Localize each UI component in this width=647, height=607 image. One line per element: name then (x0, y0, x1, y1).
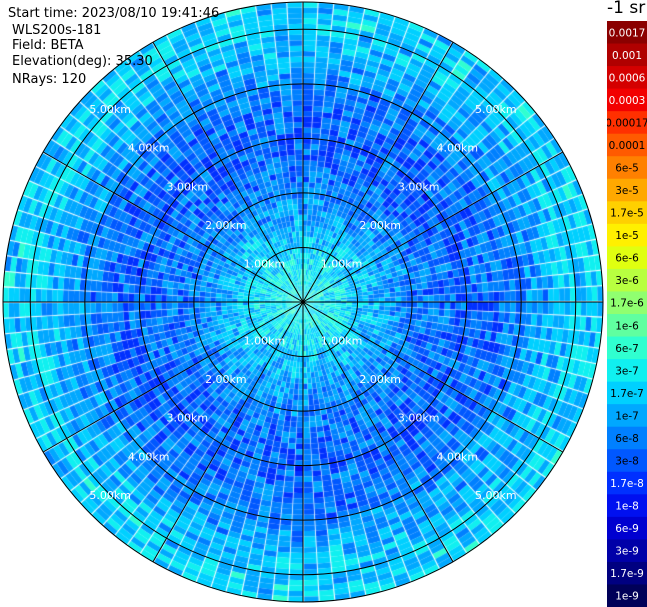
range-ring-label: 3.00km (398, 180, 440, 193)
range-ring-label: 3.00km (398, 412, 440, 425)
colorbar-swatch (607, 381, 647, 405)
colorbar-swatch (607, 561, 647, 585)
range-ring-label: 2.00km (359, 373, 401, 386)
colorbar-tick-label: 3e-8 (615, 456, 639, 468)
colorbar-tick-label: 1.7e-6 (610, 298, 644, 310)
colorbar-swatch (607, 359, 647, 383)
range-ring-label: 3.00km (167, 412, 209, 425)
range-ring-label: 5.00km (475, 489, 517, 502)
colorbar-tick-label: 1e-5 (615, 230, 639, 242)
colorbar-swatch (607, 43, 647, 67)
colorbar-swatch (607, 449, 647, 473)
colorbar-tick-label: 1e-7 (615, 410, 639, 422)
range-ring-label: 1.00km (244, 257, 286, 270)
colorbar-tick-label: 3e-6 (615, 275, 639, 287)
colorbar-tick-label: 1e-6 (615, 320, 639, 332)
range-ring-label: 4.00km (436, 142, 478, 155)
colorbar-swatch (607, 66, 647, 90)
colorbar-swatch (607, 471, 647, 495)
colorbar-tick-label: 3e-9 (615, 546, 639, 558)
colorbar-tick-label: 1.7e-7 (610, 388, 644, 400)
colorbar-tick-label: 0.00017 (607, 117, 647, 129)
colorbar-tick-label: 1.7e-8 (610, 478, 644, 490)
colorbar-swatch (607, 21, 647, 45)
range-ring-label: 2.00km (205, 219, 247, 232)
range-ring-label: 5.00km (475, 103, 517, 116)
azimuth-spoke (152, 41, 304, 303)
instrument-label: WLS200s-181 (12, 23, 102, 38)
start-time-label: Start time: 2023/08/10 19:41:46 (8, 6, 220, 21)
colorbar-swatch (607, 223, 647, 247)
colorbar-tick-label: 1.7e-9 (610, 568, 644, 580)
colorbar-tick-label: 0.0017 (609, 27, 646, 39)
colorbar-tick-label: 6e-5 (615, 163, 639, 175)
colorbar: 0.0017 0.001 0.0006 0.0003 0.00017 0.0001 6e-5… (607, 21, 647, 607)
range-ring-label: 2.00km (359, 219, 401, 232)
colorbar-tick-label: 6e-7 (615, 343, 639, 355)
range-ring-label: 1.00km (321, 335, 363, 348)
colorbar-tick-label: 6e-6 (615, 253, 639, 265)
colorbar-swatch (607, 133, 647, 157)
colorbar-swatch (607, 539, 647, 563)
colorbar-swatch (607, 268, 647, 292)
colorbar-tick-label: 0.001 (612, 50, 642, 62)
colorbar-swatch (607, 516, 647, 540)
azimuth-spoke (302, 301, 564, 453)
range-ring-label: 4.00km (128, 142, 170, 155)
elevation-label: Elevation(deg): 35.30 (12, 54, 153, 69)
azimuth-spoke (152, 301, 304, 563)
colorbar-tick-label: 1e-9 (615, 591, 639, 603)
colorbar-swatch (607, 88, 647, 112)
range-ring-label: 5.00km (89, 489, 131, 502)
colorbar-swatch (607, 111, 647, 135)
azimuth-spoke (302, 41, 454, 303)
colorbar-tick-label: 0.0003 (609, 95, 646, 107)
colorbar-tick-label: 0.0001 (609, 140, 646, 152)
colorbar-tick-label: 3e-5 (615, 185, 639, 197)
colorbar-swatch (607, 584, 647, 607)
colorbar-swatch (607, 291, 647, 315)
range-ring-label: 4.00km (128, 450, 170, 463)
colorbar-swatch (607, 156, 647, 180)
range-ring-label: 1.00km (321, 257, 363, 270)
colorbar-tick-label: 0.0006 (609, 72, 646, 84)
azimuth-spoke (302, 301, 454, 563)
colorbar-swatch (607, 201, 647, 225)
colorbar-unit-title: -1 sr (607, 0, 646, 18)
range-ring-label: 2.00km (205, 373, 247, 386)
range-ring-label: 3.00km (167, 180, 209, 193)
nrays-label: NRays: 120 (12, 72, 87, 87)
colorbar-swatch (607, 426, 647, 450)
colorbar-swatch (607, 246, 647, 270)
colorbar-swatch (607, 314, 647, 338)
field-label: Field: BETA (12, 38, 84, 53)
azimuth-spoke (42, 151, 304, 303)
azimuth-spoke (302, 151, 564, 303)
colorbar-swatch (607, 494, 647, 518)
range-ring-label: 5.00km (89, 103, 131, 116)
colorbar-swatch (607, 404, 647, 428)
colorbar-tick-label: 6e-9 (615, 523, 639, 535)
azimuth-spoke (42, 301, 304, 453)
colorbar-swatch (607, 336, 647, 360)
colorbar-tick-label: 1.7e-5 (610, 208, 644, 220)
colorbar-tick-label: 6e-8 (615, 433, 639, 445)
colorbar-tick-label: 3e-7 (615, 365, 639, 377)
range-ring-label: 1.00km (244, 335, 286, 348)
colorbar-swatch (607, 178, 647, 202)
range-ring-label: 4.00km (436, 450, 478, 463)
colorbar-tick-label: 1e-8 (615, 501, 639, 513)
